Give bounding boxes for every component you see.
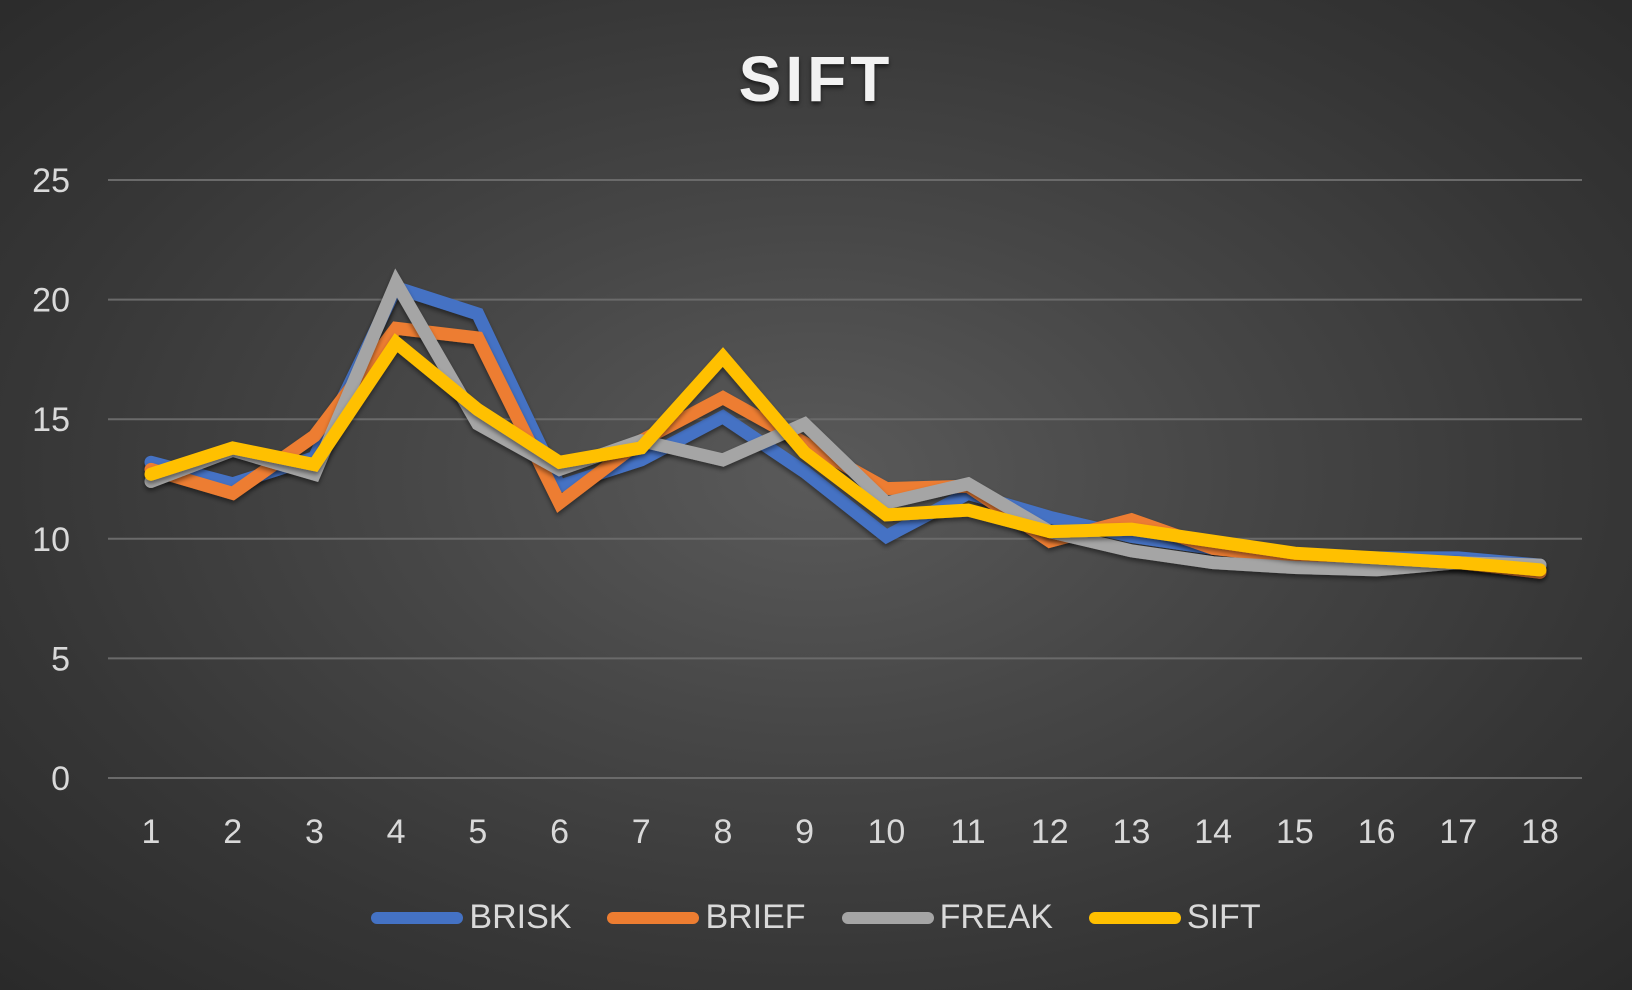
x-axis-ticks: 1 2 3 4 5 6 7 8 9 10 11 12 13 14 15 16 17 18 (142, 813, 1559, 851)
legend-item-brief: BRIEF (607, 898, 806, 937)
legend-item-brisk: BRISK (371, 898, 571, 937)
x-tick-label: 12 (1031, 813, 1069, 851)
x-tick-label: 18 (1521, 813, 1559, 851)
x-tick-label: 3 (305, 813, 324, 851)
legend-swatch (841, 911, 934, 924)
legend-label: BRISK (469, 898, 572, 936)
gridlines (108, 179, 1582, 779)
x-tick-label: 14 (1194, 813, 1232, 851)
legend: BRISK BRIEF FREAK SIFT (0, 898, 1632, 937)
legend-label: BRIEF (705, 898, 806, 936)
x-tick-label: 10 (867, 813, 905, 851)
legend-swatch (1088, 911, 1181, 924)
x-tick-label: 7 (632, 813, 651, 851)
x-tick-label: 15 (1276, 813, 1314, 851)
legend-label: FREAK (939, 898, 1053, 936)
y-tick-label: 25 (32, 162, 70, 200)
x-tick-label: 13 (1113, 813, 1151, 851)
series-line-brisk (144, 279, 1547, 572)
y-tick-label: 5 (51, 640, 70, 678)
series-line-freak (144, 268, 1547, 577)
series-line-sift (144, 333, 1547, 577)
x-tick-label: 17 (1439, 813, 1477, 851)
y-tick-label: 10 (32, 521, 70, 559)
x-tick-label: 1 (142, 813, 161, 851)
legend-item-freak: FREAK (841, 898, 1053, 937)
legend-label: SIFT (1186, 898, 1261, 936)
x-tick-label: 8 (713, 813, 732, 851)
legend-item-sift: SIFT (1088, 898, 1261, 937)
x-tick-label: 2 (223, 813, 242, 851)
x-tick-label: 16 (1358, 813, 1396, 851)
y-tick-label: 0 (51, 760, 70, 798)
chart-title: SIFT (738, 43, 894, 115)
series-lines (144, 268, 1547, 579)
x-tick-label: 9 (795, 813, 814, 851)
x-tick-label: 6 (550, 813, 569, 851)
x-tick-label: 4 (387, 813, 406, 851)
legend-swatch (371, 911, 464, 924)
x-tick-label: 11 (950, 813, 985, 851)
y-axis-ticks: 0 5 10 15 20 25 (32, 162, 70, 798)
y-tick-label: 20 (32, 282, 70, 320)
legend-swatch (607, 911, 700, 924)
x-tick-label: 5 (468, 813, 487, 851)
y-tick-label: 15 (32, 401, 70, 439)
